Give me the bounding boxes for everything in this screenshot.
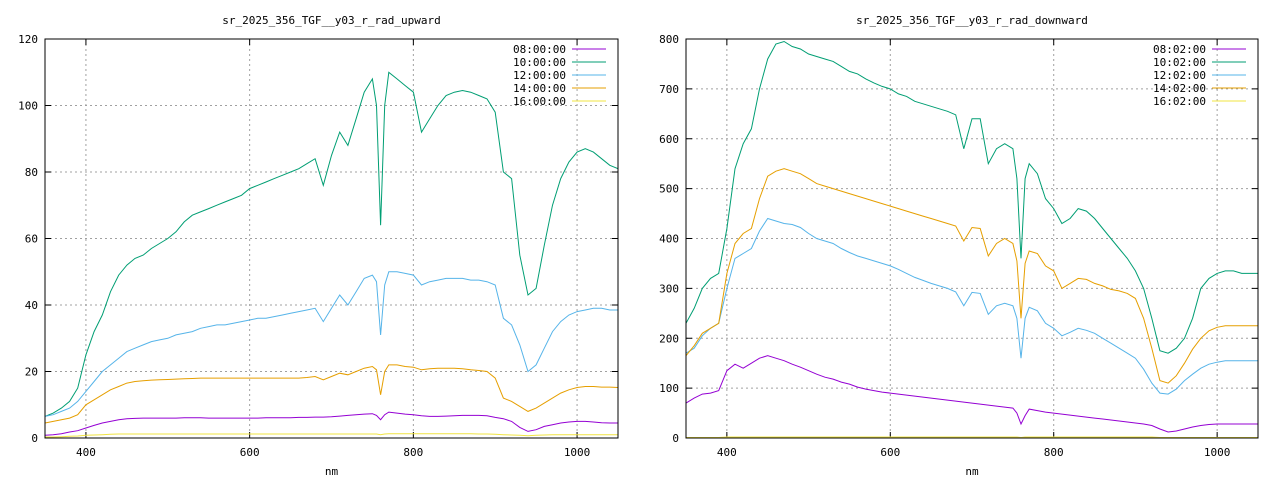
series-line	[45, 411, 618, 436]
legend-label: 10:00:00	[513, 56, 566, 69]
legend-label: 16:00:00	[513, 95, 566, 108]
chart-title: sr_2025_356_TGF__y03_r_rad_upward	[222, 14, 441, 27]
x-tick-label: 400	[76, 446, 96, 459]
legend-label: 12:00:00	[513, 69, 566, 82]
y-tick-label: 500	[659, 183, 679, 196]
series-line	[45, 271, 618, 417]
plot-frame	[44, 38, 619, 439]
x-axis-label: nm	[965, 465, 979, 478]
y-tick-label: 60	[25, 233, 38, 246]
x-tick-label: 800	[1044, 446, 1064, 459]
series-line	[686, 217, 1258, 395]
series-line	[45, 71, 618, 417]
x-tick-label: 800	[403, 446, 423, 459]
x-tick-label: 1000	[564, 446, 591, 459]
series-line	[686, 355, 1258, 433]
downward-radiance-chart: sr_2025_356_TGF__y03_r_rad_downward 400 60…	[640, 0, 1280, 480]
y-tick-label: 0	[31, 432, 38, 445]
y-tick-label: 100	[659, 382, 679, 395]
plot-frame	[685, 38, 1259, 439]
y-tick-label: 400	[659, 233, 679, 246]
x-tick-label: 400	[717, 446, 737, 459]
legend-label: 08:00:00	[513, 43, 566, 56]
x-tick-label: 1000	[1204, 446, 1231, 459]
upward-radiance-chart: sr_2025_356_TGF__y03_r_rad_upward 400 600 8…	[0, 0, 640, 480]
y-tick-label: 200	[659, 332, 679, 345]
y-tick-label: 80	[25, 166, 38, 179]
y-tick-label: 20	[25, 366, 38, 379]
legend-label: 14:00:00	[513, 82, 566, 95]
grid-lines	[686, 39, 1258, 438]
series-line	[45, 433, 618, 438]
chart-title: sr_2025_356_TGF__y03_r_rad_downward	[856, 14, 1088, 27]
y-tick-label: 300	[659, 282, 679, 295]
y-tick-label: 40	[25, 299, 38, 312]
y-tick-label: 600	[659, 133, 679, 146]
downward-radiance-plot: sr_2025_356_TGF__y03_r_rad_downward 400 60…	[659, 14, 1259, 478]
legend-label: 08:02:00	[1153, 43, 1206, 56]
x-tick-label: 600	[240, 446, 260, 459]
y-tick-label: 700	[659, 83, 679, 96]
y-tick-label: 100	[18, 100, 38, 113]
y-tick-label: 0	[672, 432, 679, 445]
series-line	[45, 364, 618, 424]
x-tick-label: 600	[880, 446, 900, 459]
legend-label: 10:02:00	[1153, 56, 1206, 69]
series-line	[686, 436, 1258, 438]
y-tick-label: 800	[659, 33, 679, 46]
legend-label: 16:02:00	[1153, 95, 1206, 108]
grid-lines	[45, 39, 618, 438]
legend-label: 14:02:00	[1153, 82, 1206, 95]
series-line	[686, 40, 1258, 354]
x-axis-label: nm	[325, 465, 339, 478]
y-tick-label: 120	[18, 33, 38, 46]
series-line	[686, 168, 1258, 384]
legend-label: 12:02:00	[1153, 69, 1206, 82]
